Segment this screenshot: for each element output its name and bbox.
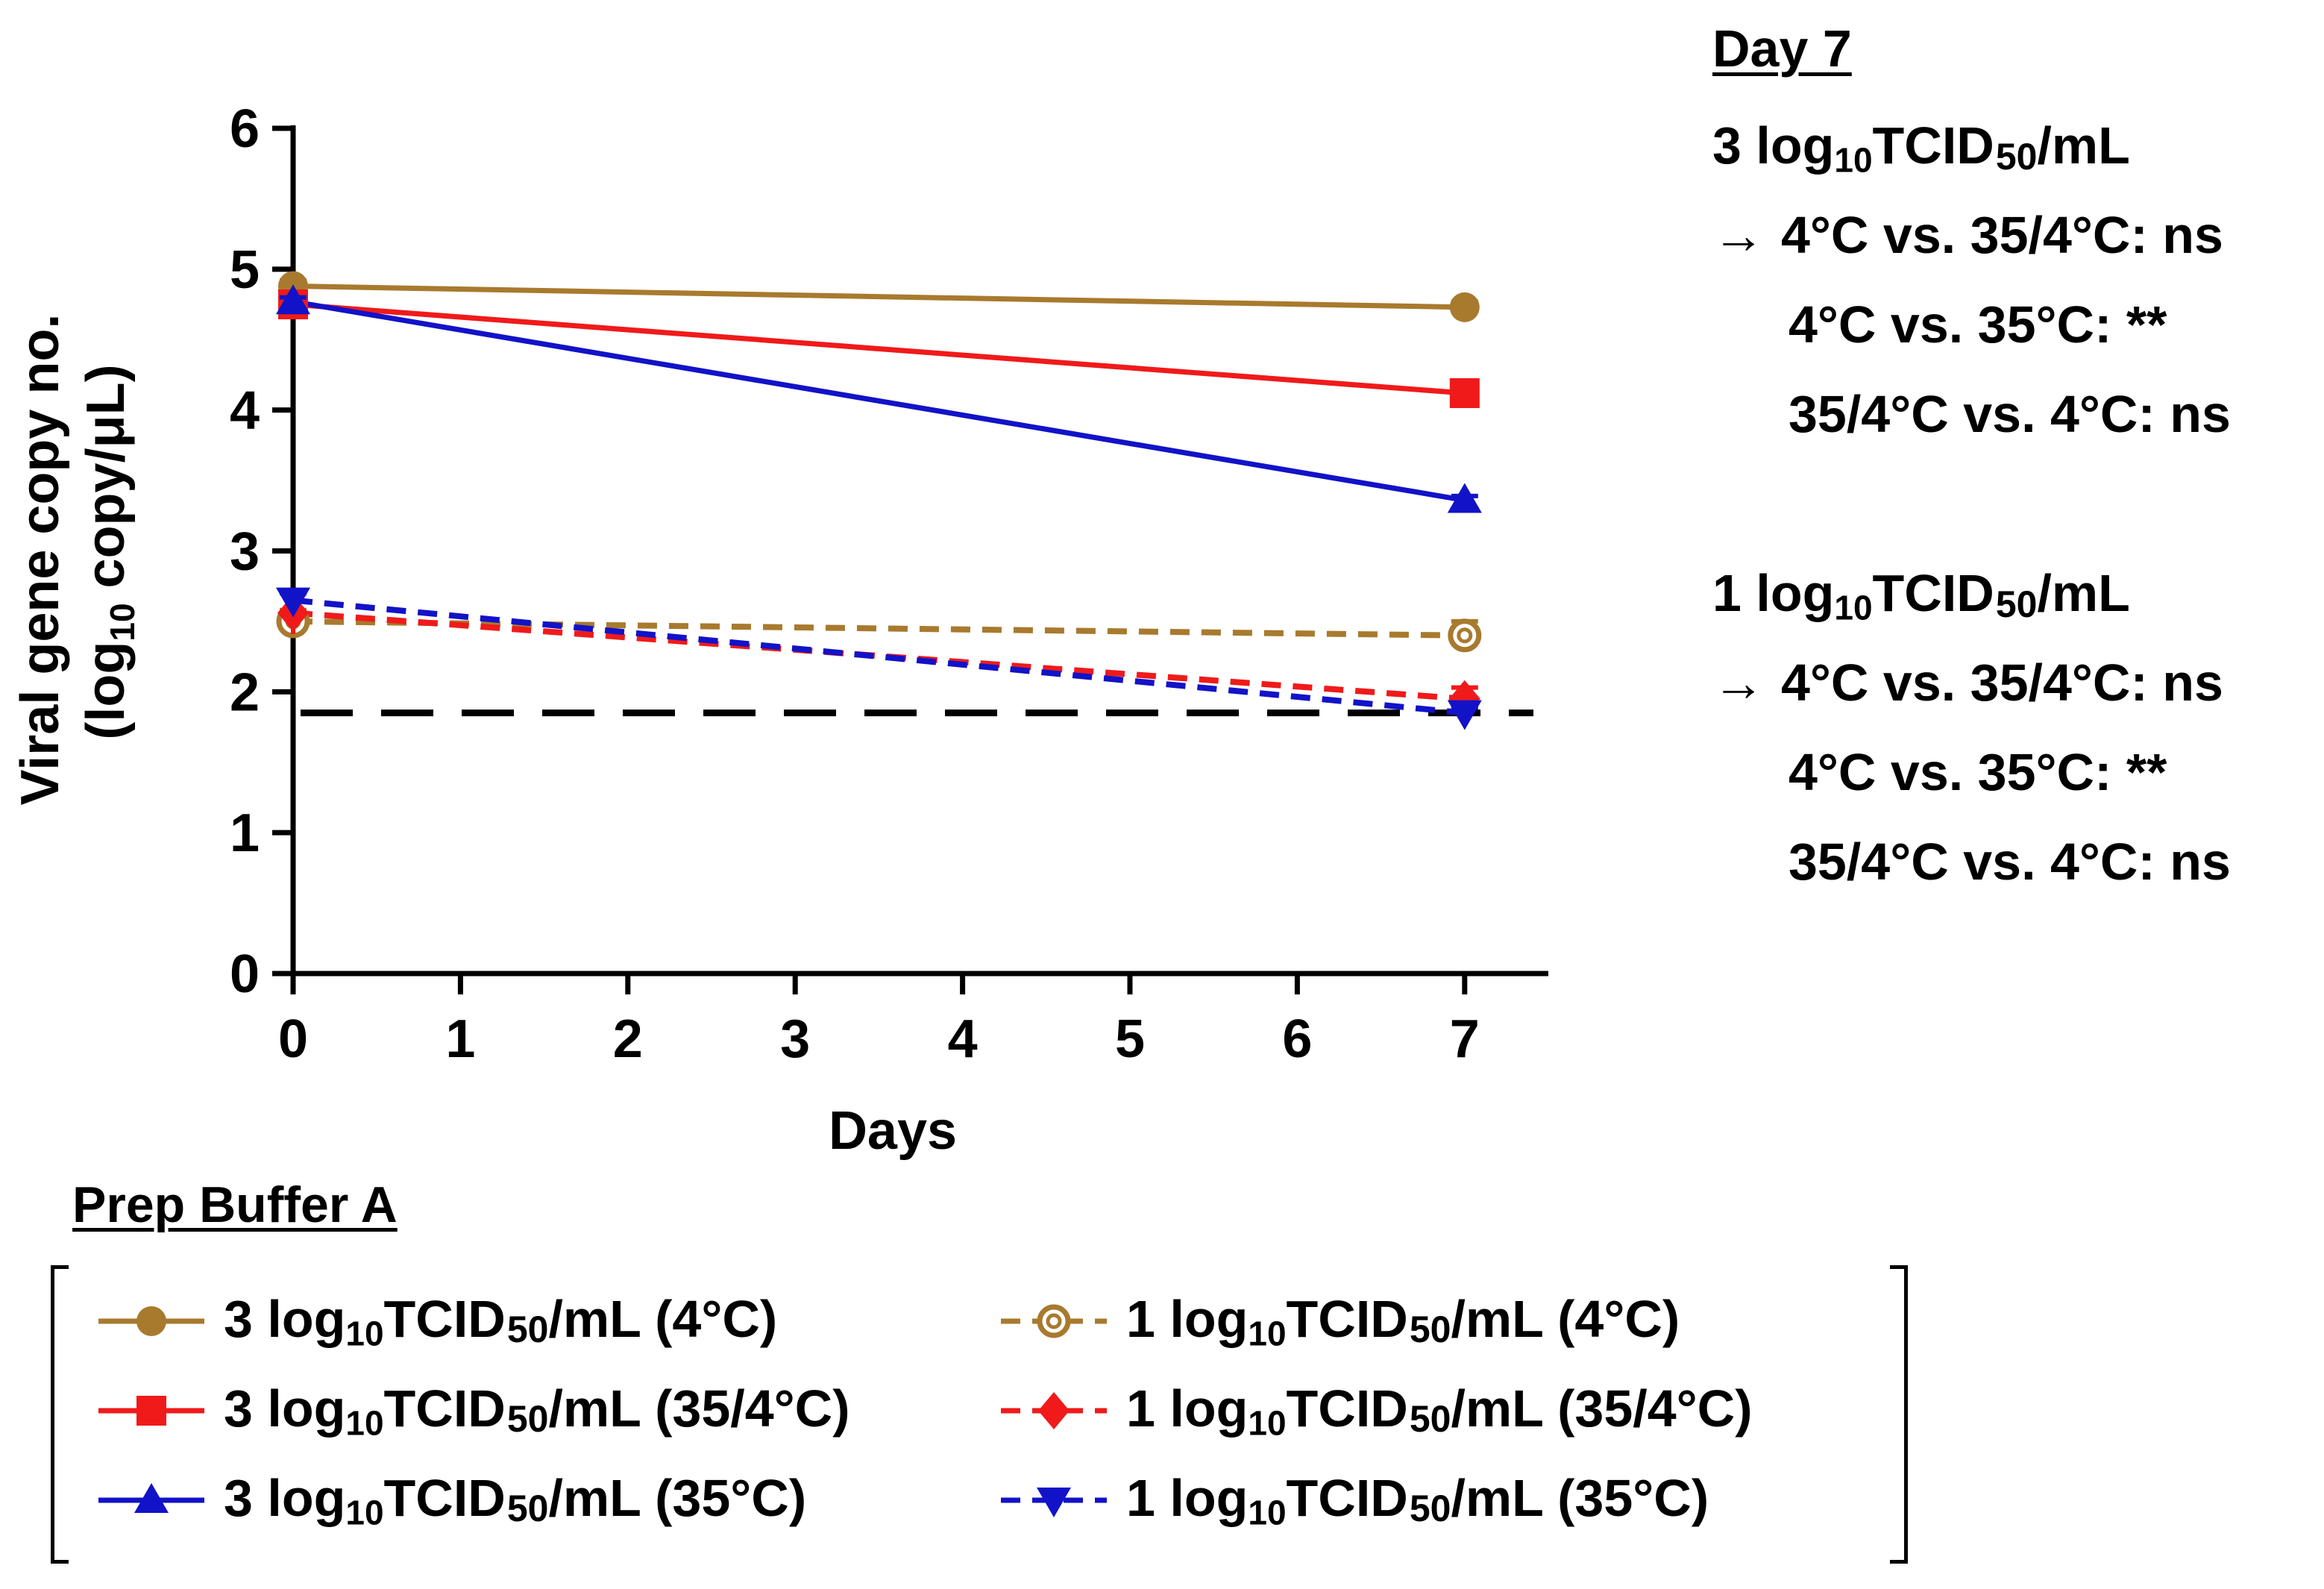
data-point <box>1448 618 1482 653</box>
series-line <box>292 597 1466 716</box>
annotation-group2-line1: → 4°C vs. 35/4°C: ns <box>1712 654 2223 712</box>
legend-item: 1 log10TCID50/mL (35/4°C) <box>998 1370 1753 1452</box>
annotation-group1-line1: → 4°C vs. 35/4°C: ns <box>1712 206 2223 264</box>
chart-plot-area <box>276 271 1533 730</box>
legend-item: 1 log10TCID50/mL (4°C) <box>998 1280 1680 1362</box>
series-line <box>292 283 1465 310</box>
x-tick-label: 5 <box>1115 1009 1145 1069</box>
y-axis-title: Viral gene copy no. (log10 copy/μL) <box>10 299 142 806</box>
x-tick-label: 2 <box>613 1009 643 1069</box>
x-tick-label: 1 <box>445 1009 475 1069</box>
legend-marker-diamond-icon <box>1001 1392 1107 1429</box>
chart-axes: 0 1 2 3 4 5 6 0 1 2 3 4 5 6 7 <box>230 99 1548 1069</box>
legend-item: 3 log10TCID50/mL (4°C) <box>95 1280 777 1362</box>
legend-marker <box>136 1306 166 1336</box>
y-tick-label: 1 <box>230 803 260 863</box>
x-axis-title: Days <box>829 1101 957 1161</box>
legend-marker <box>134 1483 169 1513</box>
y-tick-label: 5 <box>230 240 260 300</box>
x-tick-label: 0 <box>278 1009 308 1069</box>
series-line <box>292 301 1466 396</box>
y-axis-title-line1: Viral gene copy no. <box>10 314 70 806</box>
y-axis-title-line2-sub: 10 <box>103 603 142 641</box>
y-tick-label: 4 <box>230 381 260 441</box>
data-point <box>1449 292 1480 322</box>
x-tick-label: 3 <box>780 1009 810 1069</box>
x-tick-label: 4 <box>948 1009 978 1069</box>
data-point <box>276 587 310 618</box>
y-tick-label: 0 <box>230 944 260 1004</box>
annotation-heading: Day 7 <box>1712 19 1852 78</box>
y-axis-title-line2-pre: (log <box>76 642 136 740</box>
y-tick-label: 2 <box>230 662 260 722</box>
arrow-icon: → <box>1712 206 1765 264</box>
annotation-group1-line3: 35/4°C vs. 4°C: ns <box>1788 385 2231 443</box>
legend-marker <box>1037 1304 1071 1338</box>
y-axis-title-line2-post: copy/μL) <box>76 364 136 603</box>
legend-title: Prep Buffer A <box>72 1176 398 1233</box>
data-point <box>1449 378 1480 409</box>
data-point <box>1447 700 1482 730</box>
annotation-group1-line2: 4°C vs. 35°C: ** <box>1788 295 2167 354</box>
legend-item: 1 log10TCID50/mL (35°C) <box>998 1459 1709 1541</box>
legend-marker <box>1037 1488 1071 1517</box>
data-point <box>276 284 310 315</box>
legend: 3 log10TCID50/mL (4°C) 3 log10TCID50/mL … <box>51 1265 1908 1564</box>
legend-marker <box>1038 1392 1070 1429</box>
legend-marker-triangle-up-icon <box>98 1483 204 1513</box>
legend-item: 3 log10TCID50/mL (35/4°C) <box>95 1370 850 1452</box>
series-line <box>292 298 1466 503</box>
legend-marker-circle-icon <box>98 1306 204 1336</box>
legend-item: 3 log10TCID50/mL (35°C) <box>95 1459 806 1541</box>
legend-bracket-left <box>51 1265 69 1564</box>
legend-marker-open-circle-icon <box>1001 1304 1107 1338</box>
series-line <box>292 609 1466 702</box>
data-point <box>1447 483 1482 513</box>
arrow-icon: → <box>1712 654 1765 712</box>
annotation-group2-line2: 4°C vs. 35°C: ** <box>1788 743 2167 801</box>
annotation-group2-concentration: 1 log10TCID50/mL <box>1712 564 2130 627</box>
legend-marker-triangle-down-icon <box>1001 1488 1107 1517</box>
annotation-group2-line3: 35/4°C vs. 4°C: ns <box>1788 833 2231 891</box>
annotation-group1-concentration: 3 log10TCID50/mL <box>1712 116 2130 180</box>
y-tick-label: 6 <box>230 99 260 159</box>
legend-marker-square-icon <box>98 1396 204 1426</box>
legend-marker <box>136 1396 166 1426</box>
legend-bracket-right <box>1890 1265 1908 1564</box>
y-tick-label: 3 <box>230 522 260 582</box>
x-tick-label: 7 <box>1450 1009 1480 1069</box>
x-tick-label: 6 <box>1282 1009 1312 1069</box>
series-line <box>292 618 1465 639</box>
